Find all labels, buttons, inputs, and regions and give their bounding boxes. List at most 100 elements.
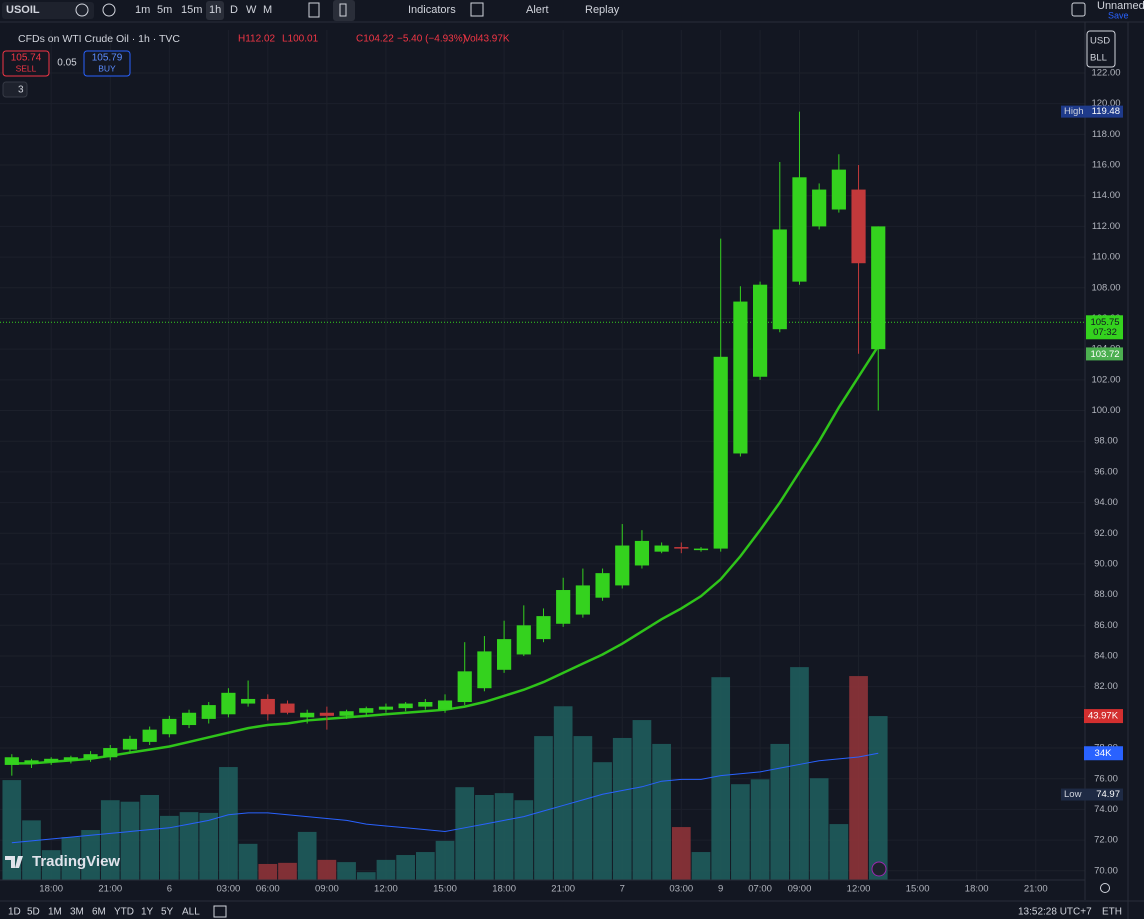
bar-style-button[interactable] — [308, 2, 320, 18]
templates-button[interactable] — [470, 2, 484, 17]
unit[interactable]: BLL — [1090, 53, 1107, 64]
candle-body — [162, 718, 177, 735]
last-price-tag — [1086, 315, 1123, 340]
x-tick-label: 6 — [167, 884, 172, 895]
marker-name: High — [1064, 106, 1084, 117]
unit-box[interactable] — [1086, 30, 1116, 68]
range-button[interactable]: ALL — [182, 907, 200, 918]
volume-bar — [278, 862, 297, 880]
candle-body — [319, 712, 334, 716]
candle-body — [536, 616, 551, 640]
symbol-box[interactable] — [2, 2, 94, 19]
alert-button[interactable]: Alert — [526, 4, 549, 16]
replay-button[interactable]: Replay — [585, 4, 620, 16]
symbol-icon[interactable] — [75, 3, 89, 17]
buy-label[interactable]: BUY — [98, 63, 116, 73]
candle-body — [812, 189, 827, 227]
volume-bar — [868, 716, 888, 880]
candle-body — [831, 169, 846, 210]
symbol[interactable]: USOIL — [6, 4, 40, 16]
candle-body — [497, 639, 512, 670]
volume-bar — [120, 801, 140, 880]
interval[interactable]: W — [246, 4, 257, 16]
y-tick-label: 112.00 — [1092, 221, 1120, 232]
range-button[interactable]: 3M — [70, 907, 84, 918]
x-tick-label: 03:00 — [217, 884, 241, 895]
events-icon[interactable] — [871, 861, 887, 877]
layout-checkbox[interactable] — [1071, 2, 1086, 17]
candle-body — [142, 729, 157, 742]
candle-body — [595, 573, 610, 598]
interval[interactable]: 5m — [157, 4, 172, 16]
sell-label[interactable]: SELL — [16, 63, 37, 73]
indicators-button[interactable]: Indicators — [408, 4, 456, 16]
candle-body — [851, 189, 866, 264]
candle-body — [181, 712, 197, 726]
indicator-toggle[interactable] — [2, 81, 28, 98]
x-tick-label: 12:00 — [374, 884, 398, 895]
settings-button[interactable] — [1100, 883, 1110, 893]
compare-button[interactable] — [102, 3, 116, 17]
volume-bar — [219, 767, 238, 880]
volume-bar — [22, 820, 41, 880]
last-price-label: 105.75 — [1090, 317, 1119, 328]
interval[interactable]: D — [230, 4, 238, 16]
date-range-button[interactable] — [213, 905, 227, 918]
range-button[interactable]: 1M — [48, 907, 62, 918]
candle-body — [477, 651, 492, 689]
volume-bar — [337, 862, 356, 880]
volume-bar — [790, 667, 809, 880]
y-tick-label: 74.00 — [1094, 804, 1118, 815]
interval[interactable]: 15m — [181, 4, 202, 16]
volume-ma-line — [11, 752, 879, 844]
volume-bar — [534, 736, 553, 880]
volume-bar — [297, 831, 317, 880]
candle-body — [44, 758, 59, 762]
active-interval — [206, 1, 224, 20]
session[interactable]: ETH — [1102, 907, 1122, 918]
interval[interactable]: 1h — [209, 4, 221, 16]
y-tick-label: 110.00 — [1092, 252, 1120, 263]
range-button[interactable]: 6M — [92, 907, 106, 918]
volume-bar — [238, 843, 258, 880]
candle-style-button[interactable] — [333, 0, 355, 21]
currency[interactable]: USD — [1090, 36, 1110, 47]
range-button[interactable]: 5Y — [161, 907, 174, 918]
candle-body — [221, 692, 236, 715]
interval[interactable]: M — [263, 4, 272, 16]
candle-body — [339, 711, 354, 716]
candle-body — [437, 700, 453, 710]
range-button[interactable]: YTD — [114, 907, 134, 918]
candle-body — [792, 177, 807, 282]
buy-price[interactable]: 105.79 — [92, 53, 123, 64]
candle-body — [615, 545, 630, 586]
candle-body — [634, 540, 650, 566]
candle-body — [378, 706, 394, 710]
volume-bar — [691, 852, 711, 880]
volume-bar — [160, 815, 179, 880]
brand-logo: TradingView — [32, 853, 120, 870]
y-tick-label: 72.00 — [1094, 835, 1118, 846]
buy-button[interactable] — [83, 50, 131, 77]
sell-price[interactable]: 105.74 — [11, 53, 42, 64]
range-button[interactable]: 1D — [8, 907, 21, 918]
volume-bar — [140, 795, 160, 880]
sell-button[interactable] — [2, 50, 50, 77]
y-tick-label: 120.00 — [1091, 98, 1120, 109]
candle-body — [418, 702, 433, 707]
candle-body — [693, 548, 709, 551]
layout-name[interactable]: Unnamed — [1097, 0, 1144, 12]
save-button[interactable]: Save — [1108, 10, 1129, 20]
marker-name: Low — [1064, 789, 1082, 800]
toolbar — [0, 0, 1144, 22]
range-button[interactable]: 1Y — [141, 907, 154, 918]
y-tick-label: 96.00 — [1094, 466, 1118, 477]
volume-bar — [415, 852, 435, 880]
candle-body — [359, 708, 374, 713]
volume-bar — [475, 795, 494, 880]
interval[interactable]: 1m — [135, 4, 150, 16]
indicator-count[interactable]: 3 — [18, 85, 24, 96]
range-button[interactable]: 5D — [27, 907, 40, 918]
volume-bar — [81, 830, 100, 880]
